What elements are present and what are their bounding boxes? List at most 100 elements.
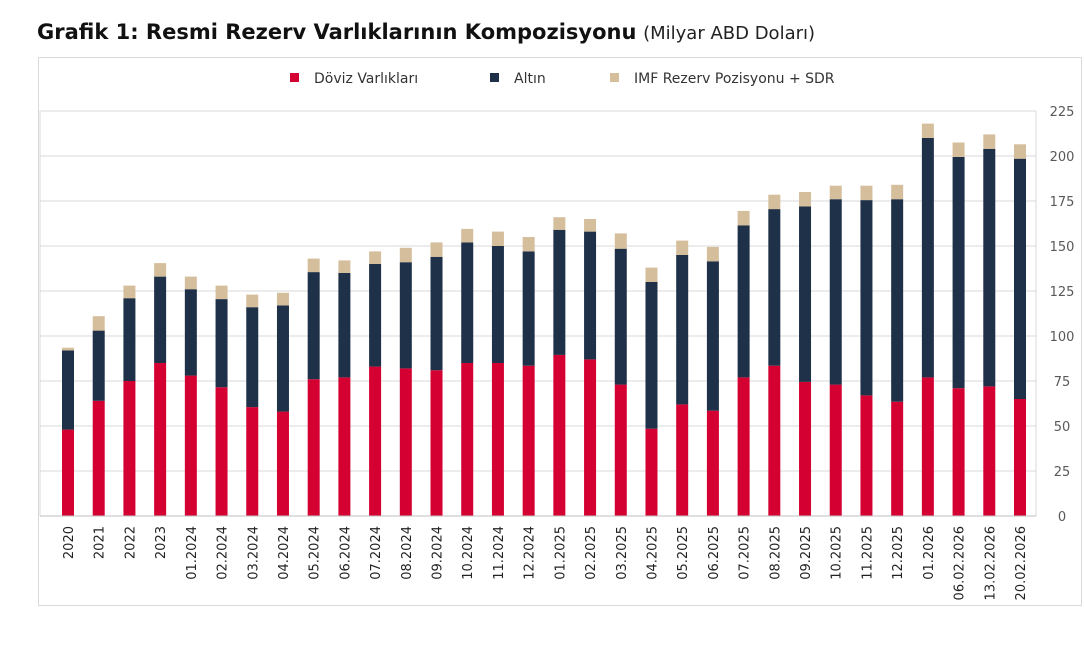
- bar-segment-gold: [799, 206, 812, 382]
- bar-segment-fx: [430, 370, 443, 516]
- bar-segment-imf: [983, 134, 996, 149]
- bar-segment-imf: [737, 210, 750, 226]
- bar-segment-fx: [399, 368, 412, 516]
- bar-segment-gold: [768, 209, 781, 366]
- bar-segment-gold: [184, 289, 197, 376]
- bar-segment-fx: [553, 354, 566, 516]
- x-tick-label: 13.02.2026: [983, 526, 998, 600]
- bar-segment-imf: [799, 192, 812, 207]
- y-tick-label: 0: [1058, 510, 1066, 525]
- bar-segment-imf: [676, 240, 689, 255]
- x-tick-label: 01.2024: [185, 526, 200, 580]
- bar-segment-gold: [921, 138, 934, 378]
- chart-subtitle: (Milyar ABD Doları): [643, 23, 816, 44]
- bar-segment-gold: [461, 242, 474, 363]
- x-tick-label: 01.2025: [553, 526, 568, 580]
- bar-segment-gold: [246, 307, 259, 408]
- x-tick-label: 06.2024: [338, 526, 353, 580]
- x-tick-label: 2023: [154, 526, 169, 559]
- bar-segment-gold: [1014, 158, 1026, 399]
- x-tick-label: 2021: [93, 526, 108, 559]
- bar-segment-gold: [952, 156, 965, 389]
- x-tick-label: 01.2026: [922, 526, 937, 580]
- bar-segment-fx: [676, 404, 689, 516]
- bar-segment-imf: [246, 294, 259, 308]
- bar-segment-imf: [1014, 144, 1026, 159]
- bar-segment-imf: [921, 123, 934, 138]
- x-tick-label: 06.2025: [707, 526, 722, 580]
- bar-segment-imf: [62, 347, 74, 351]
- bar-segment-imf: [276, 292, 289, 306]
- x-tick-label: 09.2024: [431, 526, 446, 580]
- bar-segment-fx: [491, 363, 504, 516]
- bar-segment-gold: [553, 229, 566, 355]
- bar-segment-gold: [430, 256, 443, 371]
- bar-segment-gold: [215, 299, 228, 388]
- x-tick-label: 04.2024: [277, 526, 292, 580]
- x-tick-label: 10.2025: [830, 526, 845, 580]
- x-tick-label: 20.02.2026: [1014, 526, 1029, 600]
- bar-segment-gold: [92, 330, 105, 401]
- bar-segment-gold: [614, 248, 627, 385]
- bar-segment-gold: [369, 264, 382, 367]
- x-tick-label: 2022: [123, 526, 138, 559]
- bar-segment-fx: [737, 377, 750, 516]
- y-tick-label: 125: [1050, 285, 1075, 300]
- bar-segment-fx: [983, 386, 996, 516]
- legend-label: Altın: [514, 71, 546, 87]
- bar-segment-fx: [614, 384, 627, 516]
- y-tick-label: 225: [1050, 105, 1075, 120]
- bar-segment-imf: [154, 263, 167, 277]
- x-tick-label: 08.2024: [400, 526, 415, 580]
- bar-segment-fx: [584, 359, 597, 516]
- y-tick-label: 100: [1050, 330, 1075, 345]
- bar-segment-fx: [307, 379, 320, 516]
- y-tick-label: 50: [1054, 420, 1071, 435]
- bar-segment-gold: [737, 225, 750, 378]
- bar-segment-gold: [123, 298, 136, 381]
- bar-segment-gold: [645, 282, 658, 429]
- x-tick-label: 07.2025: [738, 526, 753, 580]
- bar-segment-gold: [338, 273, 351, 378]
- bar-segment-gold: [584, 231, 597, 360]
- bar-segment-fx: [645, 428, 658, 516]
- bar-segment-gold: [676, 255, 689, 405]
- x-tick-label: 12.2024: [523, 526, 538, 580]
- bar-segment-imf: [891, 184, 904, 200]
- x-tick-label: 08.2025: [768, 526, 783, 580]
- bar-segment-fx: [276, 411, 289, 516]
- x-tick-label: 05.2025: [676, 526, 691, 580]
- x-tick-label: 04.2025: [645, 526, 660, 580]
- bar-segment-imf: [829, 185, 842, 200]
- bar-segment-fx: [799, 381, 812, 516]
- chart-title: Grafik 1: Resmi Rezerv Varlıklarının Kom…: [37, 20, 816, 44]
- y-tick-label: 25: [1054, 465, 1071, 480]
- legend-swatch: [290, 73, 299, 82]
- bar-segment-gold: [860, 200, 873, 396]
- bar-segment-imf: [491, 231, 504, 246]
- bar-segment-fx: [369, 366, 382, 516]
- legend-label: Döviz Varlıkları: [314, 71, 418, 87]
- bar-segment-imf: [92, 316, 105, 331]
- bar-segment-imf: [768, 194, 781, 210]
- bar-segment-imf: [430, 242, 443, 257]
- bar-segment-gold: [276, 305, 289, 412]
- bar-segment-gold: [891, 199, 904, 402]
- x-tick-label: 09.2025: [799, 526, 814, 580]
- y-tick-label: 150: [1050, 240, 1075, 255]
- bar-segment-fx: [706, 410, 719, 516]
- bar-segment-imf: [399, 247, 412, 263]
- bar-segment-fx: [891, 401, 904, 516]
- bar-segment-imf: [522, 237, 535, 252]
- legend-label: IMF Rezerv Pozisyonu + SDR: [634, 71, 835, 87]
- bar-segment-gold: [522, 251, 535, 366]
- bar-segment-gold: [154, 276, 167, 363]
- bar-segment-fx: [154, 363, 167, 516]
- bar-segment-imf: [614, 233, 627, 249]
- bar-segment-fx: [860, 395, 873, 516]
- bar-segment-fx: [461, 363, 474, 516]
- bar-segment-imf: [215, 285, 228, 300]
- bar-segment-fx: [246, 407, 259, 516]
- bar-segment-fx: [184, 375, 197, 516]
